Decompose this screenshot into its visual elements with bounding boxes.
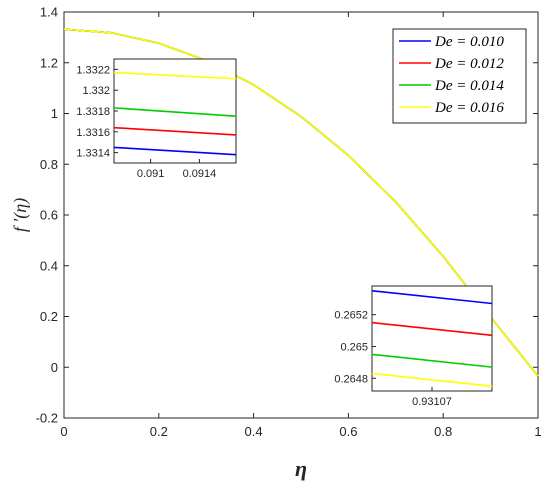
inset-x-tick-label: 0.0914: [183, 168, 217, 180]
y-tick-label: 0.8: [40, 157, 58, 172]
inset-series-line-2: [371, 321, 493, 337]
y-tick-label: 0.2: [40, 309, 58, 324]
x-axis-label: η: [295, 456, 307, 481]
inset-y-tick-label: 0.2648: [334, 373, 368, 385]
y-tick-label: 0.4: [40, 258, 58, 273]
legend-label-1: De = 0.010: [434, 34, 504, 50]
y-tick-label: 0: [51, 360, 58, 375]
x-tick-label: 1: [534, 424, 541, 439]
inset-bottom-right: 0.2648 0.265 0.2652 0.93107: [334, 285, 493, 408]
legend-label-2: De = 0.012: [434, 56, 504, 72]
inset-x-tick-label: 0.93107: [412, 396, 452, 408]
inset-series-line-4: [113, 71, 237, 80]
inset-y-tick-label: 1.3316: [76, 127, 110, 139]
x-tick-label: 0: [60, 424, 67, 439]
x-tick-label: 0.4: [245, 424, 263, 439]
inset-series-line-1: [371, 289, 493, 305]
inset-frame: [113, 58, 237, 164]
y-tick-label: 0.6: [40, 208, 58, 223]
legend-label-4: De = 0.016: [434, 100, 504, 116]
y-tick-label: 1: [51, 106, 58, 121]
inset-y-tick-label: 1.3318: [76, 106, 110, 118]
inset-x-tick-label: 0.091: [137, 168, 165, 180]
inset-series-line-4: [371, 372, 493, 388]
x-tick-label: 0.6: [339, 424, 357, 439]
series-line-4: [63, 28, 539, 377]
inset-series-line-2: [113, 126, 237, 136]
legend: De = 0.010 De = 0.012 De = 0.014 De = 0.016: [392, 28, 527, 124]
y-tick-label: 1.2: [40, 55, 58, 70]
y-tick-label: -0.2: [36, 411, 58, 426]
inset-y-tick-label: 1.332: [82, 85, 110, 97]
inset-y-tick-label: 1.3322: [76, 64, 110, 76]
inset-y-tick-label: 0.2652: [334, 310, 368, 322]
inset-series-line-3: [113, 107, 237, 117]
inset-series-line-3: [371, 353, 493, 368]
y-tick-label: 1.4: [40, 5, 58, 20]
y-axis-label: f ′(η): [10, 198, 31, 232]
inset-frame: [371, 285, 493, 392]
inset-series-line-1: [113, 146, 237, 156]
x-tick-label: 0.8: [434, 424, 452, 439]
inset-top-left: 1.3314 1.3316 1.3318 1.332 1.3322 0.091 0.0914: [76, 58, 237, 180]
inset-y-tick-label: 1.3314: [76, 148, 110, 160]
legend-label-3: De = 0.014: [434, 78, 504, 94]
x-tick-label: 0.2: [150, 424, 168, 439]
inset-y-tick-label: 0.265: [340, 341, 368, 353]
